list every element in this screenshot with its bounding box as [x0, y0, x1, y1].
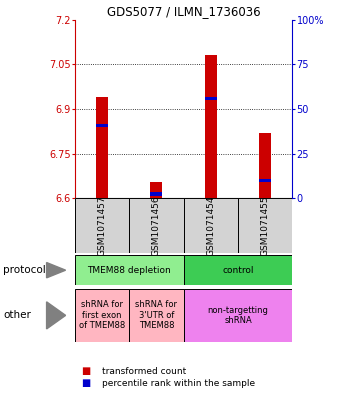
Bar: [96, 124, 108, 127]
Bar: [129, 198, 184, 253]
Text: ■: ■: [82, 366, 91, 376]
Text: transformed count: transformed count: [102, 367, 186, 376]
Bar: [205, 55, 217, 198]
Text: protocol: protocol: [3, 265, 46, 275]
Text: other: other: [3, 310, 31, 320]
Bar: [75, 198, 129, 253]
Text: TMEM88 depletion: TMEM88 depletion: [87, 266, 171, 275]
Text: GSM1071455: GSM1071455: [261, 196, 270, 256]
Text: GSM1071454: GSM1071454: [206, 196, 215, 256]
Bar: [184, 289, 292, 342]
Bar: [184, 255, 292, 285]
Text: GSM1071456: GSM1071456: [152, 196, 161, 256]
Text: control: control: [222, 266, 254, 275]
Bar: [150, 192, 163, 196]
Title: GDS5077 / ILMN_1736036: GDS5077 / ILMN_1736036: [107, 6, 260, 18]
Bar: [129, 289, 184, 342]
Text: ■: ■: [82, 378, 91, 388]
Text: non-targetting
shRNA: non-targetting shRNA: [207, 306, 269, 325]
Bar: [259, 133, 271, 198]
Text: percentile rank within the sample: percentile rank within the sample: [102, 379, 255, 387]
Bar: [205, 97, 217, 101]
Text: shRNA for
first exon
of TMEM88: shRNA for first exon of TMEM88: [79, 301, 125, 330]
Polygon shape: [47, 263, 66, 278]
Bar: [75, 255, 184, 285]
Bar: [75, 289, 129, 342]
Text: shRNA for
3'UTR of
TMEM88: shRNA for 3'UTR of TMEM88: [135, 301, 177, 330]
Bar: [259, 179, 271, 182]
Bar: [150, 182, 163, 198]
Bar: [184, 198, 238, 253]
Polygon shape: [47, 302, 66, 329]
Bar: [96, 97, 108, 198]
Bar: [238, 198, 292, 253]
Text: GSM1071457: GSM1071457: [98, 196, 106, 256]
